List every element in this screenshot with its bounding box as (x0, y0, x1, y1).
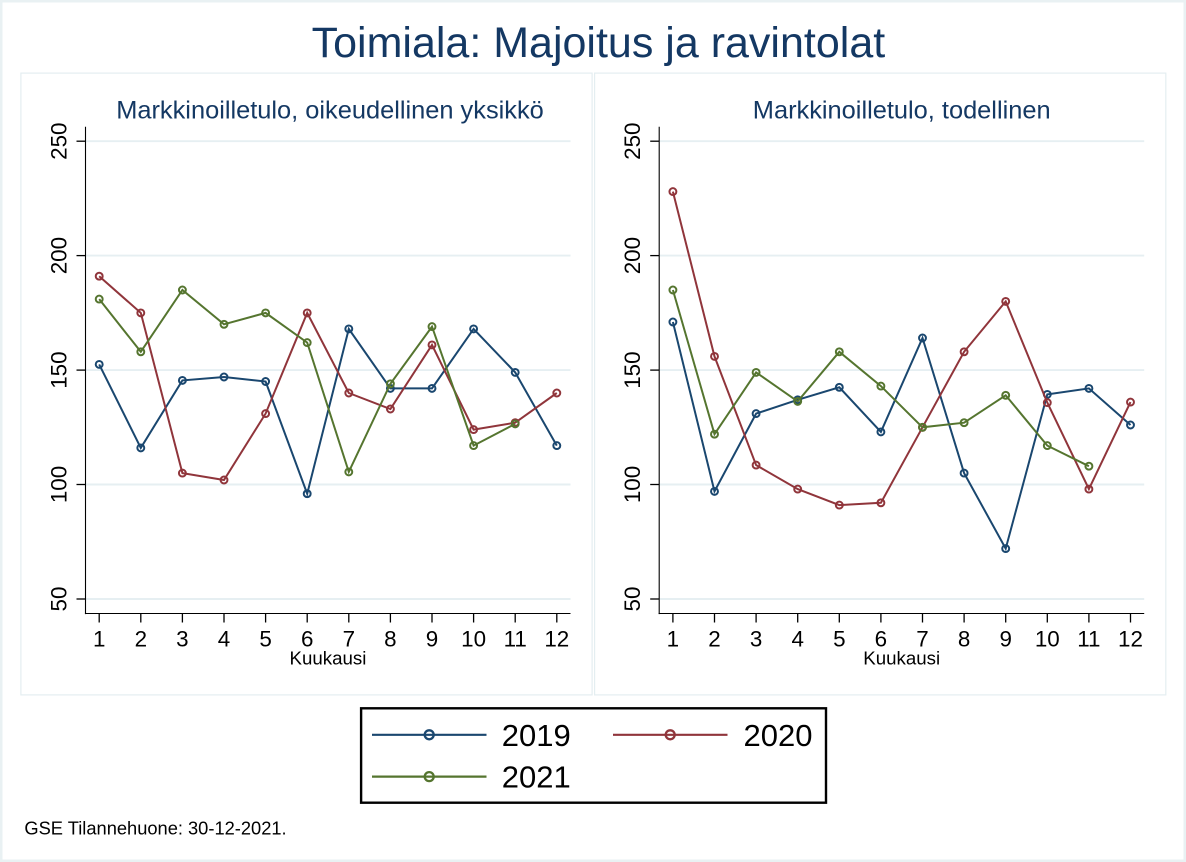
svg-text:1: 1 (667, 627, 679, 652)
svg-text:50: 50 (620, 587, 645, 612)
svg-text:2: 2 (708, 627, 720, 652)
svg-text:6: 6 (875, 627, 887, 652)
svg-text:12: 12 (1118, 627, 1143, 652)
svg-text:5: 5 (259, 627, 271, 652)
svg-text:Kuukausi: Kuukausi (863, 648, 940, 669)
svg-text:2019: 2019 (502, 718, 571, 753)
svg-text:5: 5 (833, 627, 845, 652)
svg-text:4: 4 (791, 627, 803, 652)
svg-text:9: 9 (426, 627, 438, 652)
svg-text:150: 150 (620, 351, 645, 388)
svg-text:8: 8 (958, 627, 970, 652)
svg-text:250: 250 (620, 123, 645, 160)
svg-text:3: 3 (750, 627, 762, 652)
svg-text:6: 6 (301, 627, 313, 652)
svg-text:2020: 2020 (744, 718, 813, 753)
svg-text:10: 10 (1035, 627, 1060, 652)
svg-text:100: 100 (46, 466, 71, 503)
svg-text:2: 2 (135, 627, 147, 652)
svg-text:Kuukausi: Kuukausi (290, 648, 367, 669)
svg-text:8: 8 (384, 627, 396, 652)
svg-text:50: 50 (46, 587, 71, 612)
svg-text:150: 150 (46, 351, 71, 388)
svg-text:Markkinoilletulo, todellinen: Markkinoilletulo, todellinen (753, 96, 1051, 124)
svg-text:2021: 2021 (502, 760, 571, 795)
svg-text:3: 3 (176, 627, 188, 652)
svg-text:200: 200 (620, 237, 645, 274)
svg-text:100: 100 (620, 466, 645, 503)
svg-text:4: 4 (218, 627, 230, 652)
svg-text:1: 1 (93, 627, 105, 652)
svg-text:Toimiala: Majoitus ja ravintol: Toimiala: Majoitus ja ravintolat (312, 19, 886, 67)
svg-text:12: 12 (544, 627, 569, 652)
svg-text:7: 7 (343, 627, 355, 652)
svg-text:7: 7 (916, 627, 928, 652)
svg-text:Markkinoilletulo, oikeudelline: Markkinoilletulo, oikeudellinen yksikkö (116, 96, 544, 124)
svg-text:GSE Tilannehuone: 30-12-2021.: GSE Tilannehuone: 30-12-2021. (24, 818, 286, 839)
svg-text:9: 9 (999, 627, 1011, 652)
svg-text:11: 11 (504, 627, 527, 652)
svg-text:250: 250 (46, 123, 71, 160)
svg-text:11: 11 (1077, 627, 1100, 652)
svg-text:200: 200 (46, 237, 71, 274)
svg-text:10: 10 (461, 627, 486, 652)
